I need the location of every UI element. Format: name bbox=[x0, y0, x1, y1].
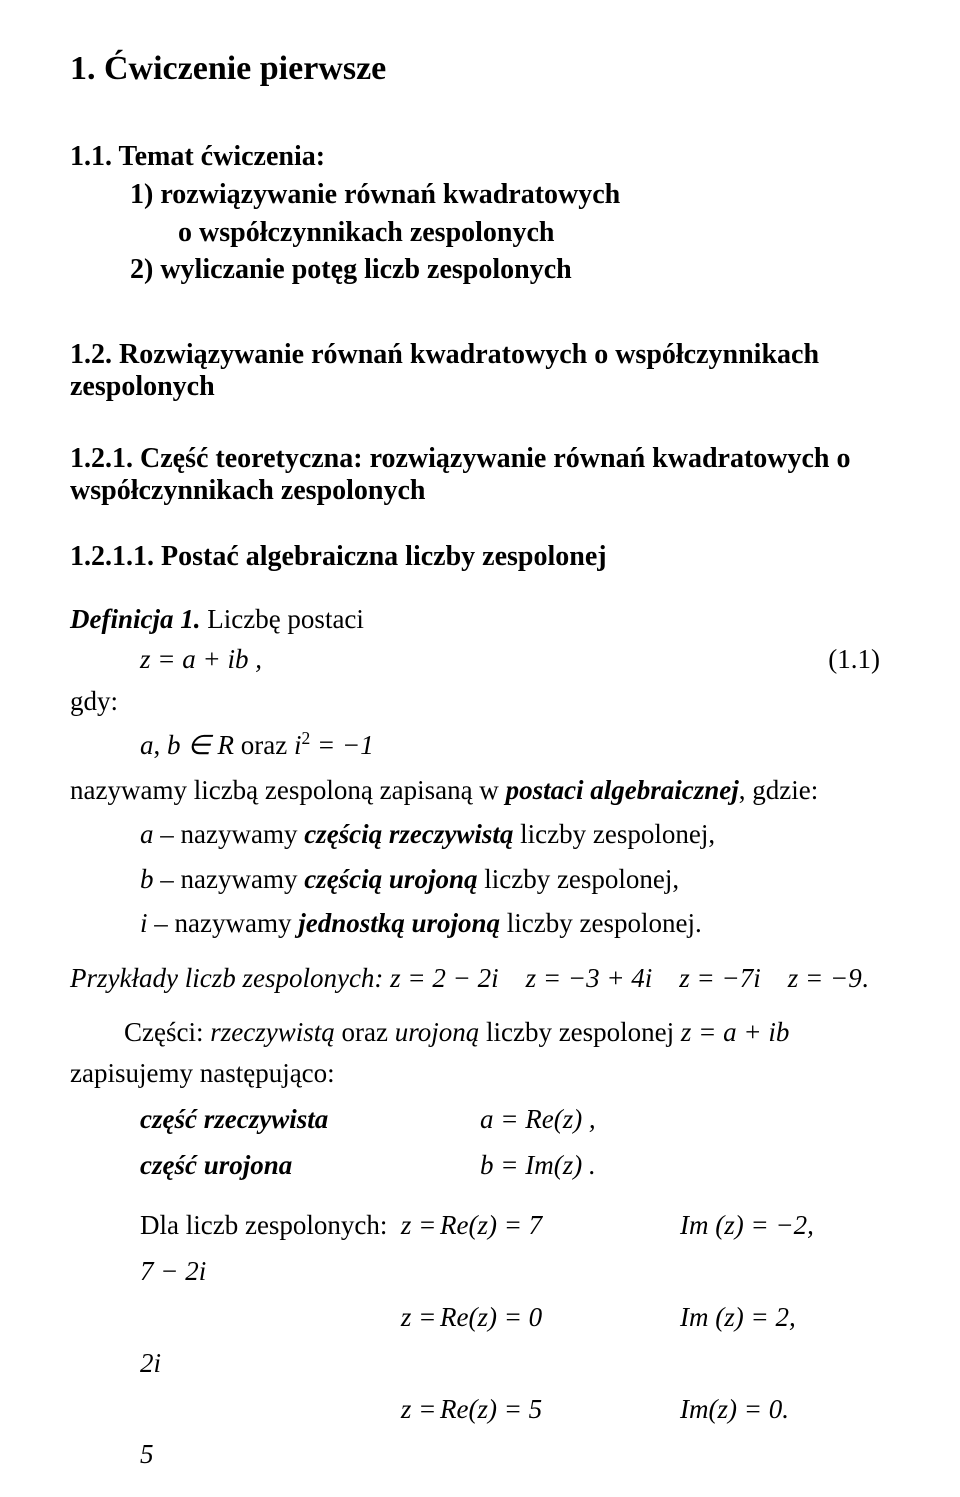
part-i-line: i – nazywamy jednostką urojoną liczby ze… bbox=[70, 903, 890, 944]
domain-oraz: oraz bbox=[234, 730, 294, 760]
document-page: 1. Ćwiczenie pierwsze 1.1. Temat ćwiczen… bbox=[0, 0, 960, 1497]
equation-formula: z = a + ib , bbox=[140, 644, 262, 675]
parts-real-label: część rzeczywista bbox=[70, 1097, 480, 1143]
table-row: Dla liczb zespolonych: z = 5 Re(z) = 5 I… bbox=[140, 1387, 960, 1479]
part-i-t2: jednostką urojoną bbox=[298, 908, 500, 938]
definition-1-lead: Definicja 1. Liczbę postaci bbox=[70, 599, 890, 640]
t-r2c3: Im (z) = 2, bbox=[680, 1295, 960, 1387]
parts-row-imag: część urojona b = Im(z) . bbox=[70, 1143, 596, 1189]
domain-b: b ∈ R bbox=[167, 730, 234, 760]
heading-1-2: 1.2. Rozwiązywanie równań kwadratowych o… bbox=[70, 339, 890, 403]
domain-eq: = −1 bbox=[310, 730, 373, 760]
parts-ic: oraz bbox=[335, 1017, 395, 1047]
examples-lead: Przykłady liczb zespolonych: bbox=[70, 963, 383, 993]
parts-id: urojoną bbox=[395, 1017, 480, 1047]
definition-label: Definicja 1. bbox=[70, 604, 200, 634]
called-intro: nazywamy liczbą zespoloną zapisaną w pos… bbox=[70, 770, 890, 811]
part-a-t3: liczby zespolonej, bbox=[513, 819, 715, 849]
parts-ib: rzeczywistą bbox=[210, 1017, 335, 1047]
part-i-sym: i bbox=[140, 908, 148, 938]
parts-imag-formula: b = Im(z) . bbox=[480, 1143, 596, 1189]
t-r1c3: Im (z) = −2, bbox=[680, 1203, 960, 1295]
part-i-t1: – nazywamy bbox=[148, 908, 299, 938]
parts-real-formula: a = Re(z) , bbox=[480, 1097, 596, 1143]
table-lead-cell: Dla liczb zespolonych: z = 7 − 2i bbox=[140, 1203, 440, 1295]
t-r2c1: z = 2i bbox=[140, 1302, 436, 1378]
equation-number: (1.1) bbox=[828, 644, 890, 675]
part-a-sym: a bbox=[140, 819, 154, 849]
t-r3c3: Im(z) = 0. bbox=[680, 1387, 960, 1479]
part-a-t2: częścią rzeczywistą bbox=[304, 819, 513, 849]
t-r3c2: Re(z) = 5 bbox=[440, 1387, 680, 1479]
part-a-line: a – nazywamy częścią rzeczywistą liczby … bbox=[70, 814, 890, 855]
parts-if: z = a + ib bbox=[681, 1017, 789, 1047]
parts-ig: zapisujemy następująco: bbox=[70, 1058, 335, 1088]
where-label: gdy: bbox=[70, 681, 890, 722]
example-2: z = −3 + 4i bbox=[526, 963, 653, 993]
domain-comma: , bbox=[154, 730, 168, 760]
examples-line: Przykłady liczb zespolonych: z = 2 − 2i … bbox=[70, 958, 890, 999]
examples-table: Dla liczb zespolonych: z = 7 − 2i Re(z) … bbox=[70, 1203, 960, 1478]
part-a-t1: – nazywamy bbox=[154, 819, 305, 849]
called-intro-b: postaci algebraicznej bbox=[506, 775, 739, 805]
part-i-t3: liczby zespolonej. bbox=[500, 908, 702, 938]
t-r3c1-wrap: Dla liczb zespolonych: z = 5 bbox=[140, 1387, 440, 1479]
example-4: z = −9 bbox=[788, 963, 862, 993]
called-intro-a: nazywamy liczbą zespoloną zapisaną w bbox=[70, 775, 506, 805]
called-intro-c: , gdzie: bbox=[739, 775, 818, 805]
domain-i: i bbox=[294, 730, 302, 760]
definition-text: Liczbę postaci bbox=[200, 604, 363, 634]
part-b-line: b – nazywamy częścią urojoną liczby zesp… bbox=[70, 859, 890, 900]
heading-main: 1. Ćwiczenie pierwsze bbox=[70, 50, 890, 88]
parts-table: część rzeczywista a = Re(z) , część uroj… bbox=[70, 1097, 596, 1189]
part-b-t2: częścią urojoną bbox=[304, 864, 477, 894]
parts-paragraph: Części: rzeczywistą oraz urojoną liczby … bbox=[70, 1012, 890, 1093]
topic-1a: 1) rozwiązywanie równań kwadratowych bbox=[70, 176, 890, 214]
domain-exp: 2 bbox=[302, 728, 311, 748]
t-r2c1-wrap: Dla liczb zespolonych: z = 2i bbox=[140, 1295, 440, 1387]
parts-ia: Części: bbox=[124, 1017, 210, 1047]
t-r1c2: Re(z) = 7 bbox=[440, 1203, 680, 1295]
equation-1-1: z = a + ib , (1.1) bbox=[70, 644, 890, 675]
example-3: z = −7i bbox=[679, 963, 760, 993]
heading-1-2-1-1: 1.2.1.1. Postać algebraiczna liczby zesp… bbox=[70, 541, 890, 573]
part-b-t1: – nazywamy bbox=[154, 864, 305, 894]
topic-1b: o współczynnikach zespolonych bbox=[70, 214, 890, 252]
t-r3c1: z = 5 bbox=[140, 1394, 436, 1470]
t-r2c2: Re(z) = 0 bbox=[440, 1295, 680, 1387]
domain-line: a, b ∈ R oraz i2 = −1 bbox=[70, 725, 890, 766]
table-row: Dla liczb zespolonych: z = 2i Re(z) = 0 … bbox=[140, 1295, 960, 1387]
part-b-sym: b bbox=[140, 864, 154, 894]
parts-row-real: część rzeczywista a = Re(z) , bbox=[70, 1097, 596, 1143]
parts-imag-label: część urojona bbox=[70, 1143, 480, 1189]
topic-2: 2) wyliczanie potęg liczb zespolonych bbox=[70, 251, 890, 289]
domain-a: a bbox=[140, 730, 154, 760]
topics-lead: 1.1. Temat ćwiczenia: bbox=[70, 138, 890, 176]
topics-block: 1.1. Temat ćwiczenia: 1) rozwiązywanie r… bbox=[70, 138, 890, 289]
table-row: Dla liczb zespolonych: z = 7 − 2i Re(z) … bbox=[140, 1203, 960, 1295]
parts-ie: liczby zespolonej bbox=[479, 1017, 681, 1047]
example-1: z = 2 − 2i bbox=[383, 963, 498, 993]
heading-1-2-1: 1.2.1. Część teoretyczna: rozwiązywanie … bbox=[70, 443, 890, 507]
part-b-t3: liczby zespolonej, bbox=[477, 864, 679, 894]
table-lead: Dla liczb zespolonych: bbox=[140, 1210, 387, 1240]
